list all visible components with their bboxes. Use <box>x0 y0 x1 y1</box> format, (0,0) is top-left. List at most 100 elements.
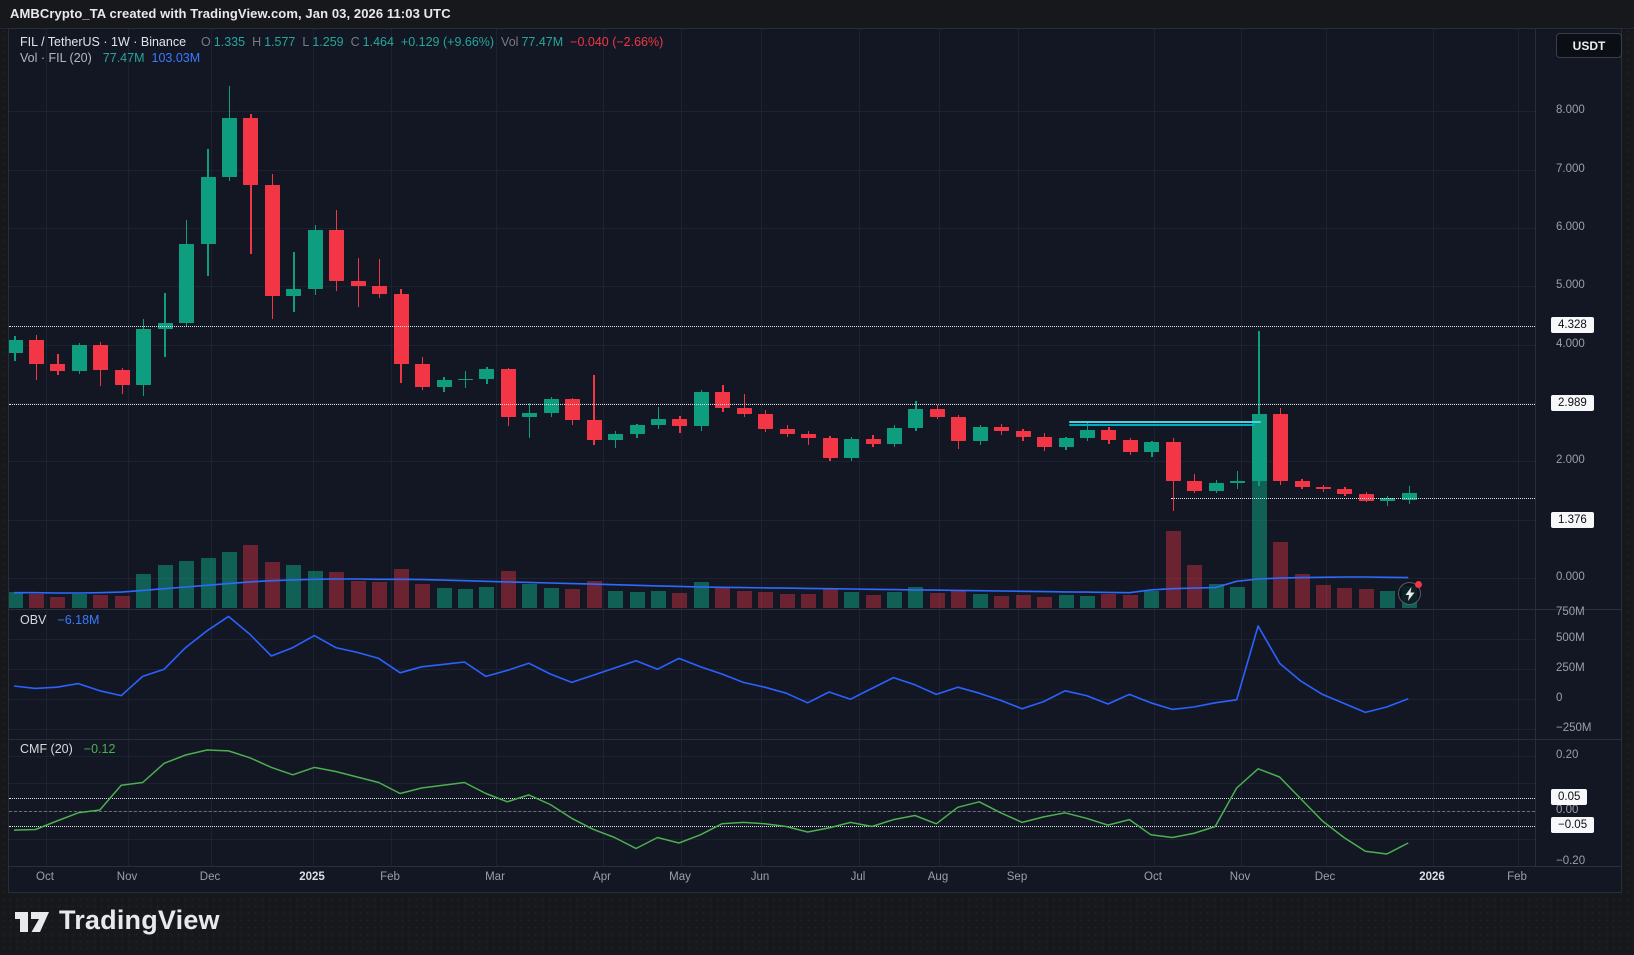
vertical-gridline <box>1433 29 1434 866</box>
candle-body <box>9 339 23 354</box>
currency-toggle-button[interactable]: USDT <box>1556 33 1622 58</box>
price-axis-tick: 5.000 <box>1556 279 1585 291</box>
volume-bar <box>136 573 152 608</box>
candle-body <box>1058 437 1074 448</box>
obv-axis-tick: 750M <box>1556 606 1585 618</box>
volume-bar <box>908 586 924 608</box>
volume-bar <box>1315 585 1331 608</box>
pane-separator <box>9 739 1621 740</box>
legend-segment: 1.464 <box>362 35 394 49</box>
candle-body <box>565 398 581 420</box>
price-axis-tick: 0.000 <box>1556 571 1585 583</box>
candle-body <box>479 369 495 379</box>
volume-bar <box>179 560 195 608</box>
time-axis-month-label: Apr <box>593 871 611 883</box>
candle-body <box>1251 413 1267 482</box>
time-axis-month-label: Aug <box>927 871 949 883</box>
candle-body <box>1037 436 1053 448</box>
lightning-icon <box>1405 586 1414 601</box>
candle-body <box>1187 481 1203 491</box>
volume-bar <box>1230 586 1246 608</box>
legend-segment: 1.259 <box>312 35 344 49</box>
volume-bar <box>393 569 409 608</box>
price-axis-tick: 2.000 <box>1556 454 1585 466</box>
symbol-ohlc-legend[interactable]: FIL / TetherUS · 1W · Binance O 1.335 H 1.57… <box>20 35 663 49</box>
tradingview-logo[interactable]: TradingView <box>14 905 220 936</box>
price-gridline <box>9 111 1535 112</box>
obv-gridline <box>9 699 1535 700</box>
vertical-gridline <box>391 29 392 866</box>
candle-body <box>157 322 173 329</box>
candle-body <box>71 344 87 371</box>
price-gridline <box>9 228 1535 229</box>
volume-bar <box>779 593 795 608</box>
chart-widget <box>8 28 1622 893</box>
candle-body <box>736 407 752 414</box>
volume-bar <box>543 588 559 608</box>
legend-segment: FIL / TetherUS · 1W · Binance <box>20 35 187 49</box>
candle-body <box>672 419 688 427</box>
vertical-gridline <box>128 29 129 866</box>
vertical-gridline <box>939 29 940 866</box>
legend-segment: 77.47M <box>521 35 564 49</box>
candle-body <box>929 408 945 417</box>
candle-wick <box>1387 496 1389 507</box>
volume-bar <box>1037 596 1053 608</box>
time-axis-month-label: Oct <box>36 871 54 883</box>
candle-body <box>1208 483 1224 491</box>
obv-axis-tick: 500M <box>1556 632 1585 644</box>
resistance-line-upper[interactable] <box>1069 420 1261 423</box>
candle-body <box>457 378 473 381</box>
candle-body <box>1080 429 1095 438</box>
volume-bar <box>844 592 860 608</box>
candle-body <box>136 328 152 385</box>
cmf-indicator-legend[interactable]: CMF (20) −0.12 <box>20 742 115 756</box>
candle-body <box>372 285 388 294</box>
candle-body <box>222 117 237 177</box>
volume-bar <box>608 590 624 608</box>
candle-wick <box>743 394 745 418</box>
volume-bar <box>1058 595 1074 608</box>
time-axis-month-label: Feb <box>1507 871 1527 883</box>
legend-segment: OBV <box>20 613 47 627</box>
vertical-gridline <box>603 29 604 866</box>
candle-body <box>586 419 602 441</box>
volume-bar <box>436 588 452 608</box>
cmf-zero-line <box>9 811 1535 812</box>
volume-bar <box>1337 588 1353 608</box>
time-axis-year-label: 2025 <box>299 871 325 883</box>
volume-bar <box>457 589 473 608</box>
cmf-axis-tick: −0.20 <box>1556 855 1586 867</box>
volume-bar <box>1380 590 1396 608</box>
volume-bar <box>1165 530 1181 608</box>
volume-bar <box>286 565 302 608</box>
candle-body <box>329 229 345 281</box>
candle-body <box>865 439 881 445</box>
candle-body <box>972 427 988 441</box>
candle-body <box>801 433 817 438</box>
candle-body <box>1165 441 1181 482</box>
price-gridline <box>9 345 1535 346</box>
vertical-gridline <box>1518 29 1519 866</box>
volume-indicator-legend[interactable]: Vol · FIL (20) 77.47M 103.03M <box>20 51 200 65</box>
candle-body <box>436 379 452 387</box>
volume-bar <box>886 592 902 608</box>
resistance-line-lower[interactable] <box>1069 424 1255 427</box>
volume-bar <box>672 593 688 608</box>
time-axis-year-label: 2026 <box>1419 871 1445 883</box>
legend-segment: 77.47M <box>102 51 145 65</box>
candle-body <box>500 369 516 417</box>
volume-bar <box>200 558 216 608</box>
quick-trade-lightning-button[interactable] <box>1398 581 1422 605</box>
obv-indicator-legend[interactable]: OBV −6.18M <box>20 613 99 627</box>
volume-bar <box>71 593 87 608</box>
candle-body <box>93 344 109 371</box>
legend-segment: 103.03M <box>151 51 201 65</box>
candle-body <box>908 408 924 428</box>
obv-axis-tick: 250M <box>1556 662 1585 674</box>
volume-bar <box>222 552 237 608</box>
volume-bar <box>500 570 516 608</box>
price-level-line-2989 <box>9 404 1535 405</box>
candle-body <box>886 427 902 445</box>
